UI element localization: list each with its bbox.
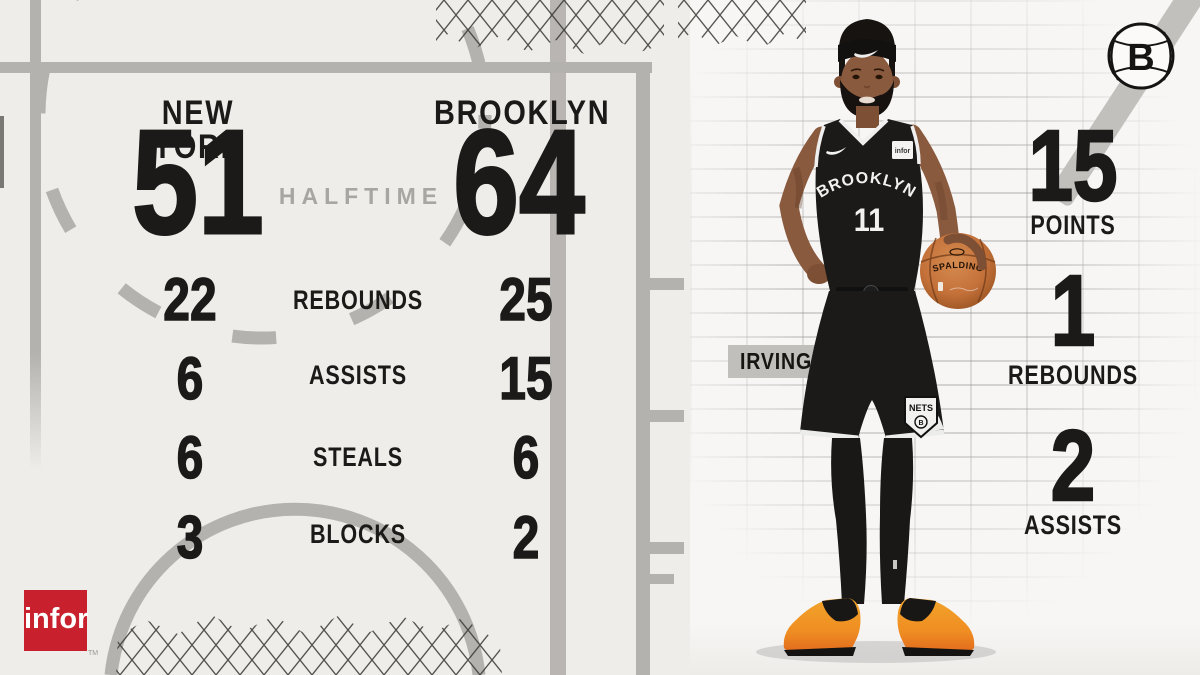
stat-label-blocks: BLOCKS (310, 519, 406, 549)
period-label: HALFTIME (278, 183, 444, 209)
key-arc (104, 502, 486, 675)
infor-logo: infor (24, 590, 89, 651)
headband-swoosh-icon (854, 50, 878, 58)
infor-logo-text: infor (24, 603, 89, 635)
court-lines (0, 0, 684, 675)
jersey-number: 11 (854, 203, 885, 239)
jersey-infor-patch (892, 141, 913, 159)
stat-away-steals: 6 (176, 424, 204, 491)
player-rebounds-label: REBOUNDS (1007, 360, 1138, 390)
basketball: SPALDING (920, 233, 996, 309)
player-assists-label: ASSISTS (1023, 510, 1123, 540)
player-assists-value: 2 (1050, 410, 1097, 522)
stat-home-assists: 15 (499, 345, 554, 412)
home-team-name: BROOKLYN (434, 94, 611, 132)
nets-logo: B (1107, 22, 1175, 90)
player-points-value: 15 (1028, 110, 1119, 222)
nets-logo-letter: B (1127, 37, 1154, 79)
player-hand (943, 233, 987, 271)
infor-trademark: TM (88, 650, 99, 657)
jersey-patch-text: infor (895, 148, 911, 155)
stat-away-assists: 6 (176, 345, 204, 412)
stat-label-steals: STEALS (312, 442, 403, 472)
stat-home-rebounds: 25 (499, 266, 554, 333)
player-head (834, 19, 900, 128)
shorts-patch-letter: B (918, 420, 923, 427)
player-points-label: POINTS (1030, 210, 1116, 240)
stat-away-rebounds: 22 (163, 266, 218, 333)
stat-home-blocks: 2 (512, 504, 540, 571)
stat-label-assists: ASSISTS (308, 360, 408, 390)
shoes (783, 598, 975, 656)
nike-headband (838, 39, 896, 62)
player-name: IRVING (739, 348, 813, 374)
stat-label-rebounds: REBOUNDS (292, 285, 423, 315)
legs (831, 438, 914, 604)
chainlink-fence (116, 0, 806, 675)
home-score: 64 (452, 100, 586, 265)
away-team-name: NEW YORK (152, 94, 244, 166)
stat-away-blocks: 3 (176, 504, 204, 571)
shorts-patch-text: NETS (909, 403, 933, 413)
player-photo: SPALDING (756, 19, 996, 663)
jersey: infor BROOKLYN 11 (814, 118, 923, 301)
player-name-tag: IRVING (728, 345, 824, 378)
shorts: NETS B (799, 291, 945, 441)
nba-logo-mark (938, 282, 943, 291)
player-rebounds-value: 1 (1050, 255, 1097, 367)
stat-home-steals: 6 (512, 424, 540, 491)
jersey-swoosh-icon (826, 147, 846, 155)
away-score: 51 (131, 100, 265, 265)
free-throw-dashed-circle (32, 0, 492, 345)
